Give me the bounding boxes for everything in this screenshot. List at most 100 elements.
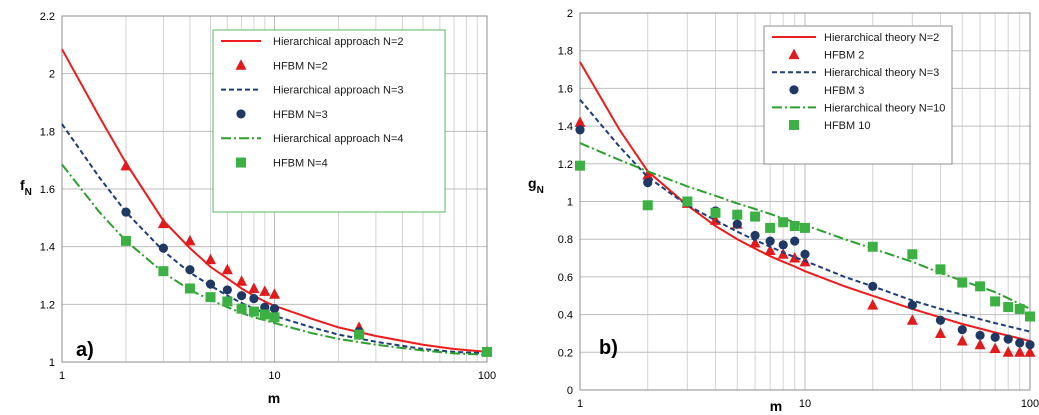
data-point [989,342,1001,354]
data-point [269,304,280,314]
x-tick-label: 100 [1021,398,1039,410]
data-point [907,300,917,310]
data-point [222,285,232,295]
data-point [575,160,585,171]
data-point [205,292,216,303]
data-point [1014,303,1025,314]
data-point [1003,302,1014,313]
data-point [732,219,742,229]
legend-entry: Hierarchical theory N=3 [824,67,939,79]
y-axis-label-subscript: N [25,187,32,198]
data-point [765,222,776,233]
data-point [975,330,985,340]
y-axis-label: gN [528,175,544,196]
legend-entry: HFBM 2 [824,50,864,62]
series-6 [120,235,492,357]
data-point [778,217,789,228]
legend-marker-swatch [789,85,799,95]
y-tick-label: 0.8 [558,234,573,246]
y-tick-label: 1.4 [40,242,55,254]
data-point [120,159,132,171]
data-point [354,329,365,340]
data-point [642,169,654,180]
data-point [1003,334,1013,344]
data-point [205,253,217,265]
legend-marker-swatch [789,119,799,130]
legend-entry: HFBM N=4 [273,158,328,170]
y-tick-label: 1.8 [558,46,573,58]
data-point [1015,338,1025,348]
data-point [935,264,946,275]
data-point [158,243,168,253]
data-point [221,263,233,275]
data-point [906,314,918,325]
legend-entry: HFBM N=3 [273,109,328,121]
data-point [990,332,1000,342]
y-tick-label: 0.6 [558,272,573,284]
legend: Hierarchical approach N=2 HFBM N=2 Hierarc… [212,29,446,213]
series-line [61,123,488,355]
y-tick-label: 1 [49,357,55,369]
data-point [120,235,131,246]
y-tick-label: 0.4 [558,310,573,322]
y-axis-label-main: f [20,177,25,193]
data-point [236,275,248,286]
plot-area [579,12,1031,391]
legend-marker-swatch [235,59,247,70]
y-axis-label-main: g [528,175,537,191]
data-point [732,209,743,220]
data-point [974,338,986,350]
data-point [574,116,586,127]
legend-entry: HFBM 10 [824,120,870,132]
series-5 [61,163,488,356]
data-point [764,244,776,256]
data-point [1025,340,1035,350]
data-point [975,281,986,292]
data-point [1024,346,1036,357]
data-point [765,236,775,246]
data-point [269,312,280,323]
data-point [248,282,260,293]
y-tick-label: 0 [567,385,573,397]
x-axis-label: m [770,398,782,414]
data-point [575,125,585,135]
x-axis-label: m [268,390,280,406]
data-point [185,265,195,275]
data-point [990,296,1001,307]
y-axis-label: fN [20,177,32,198]
data-point [482,346,492,357]
data-point [205,279,216,289]
y-tick-label: 2 [49,69,55,81]
legend-entry: HFBM N=2 [273,60,328,72]
data-point [800,222,810,233]
data-point [957,277,968,288]
data-point [1002,346,1014,357]
legend-entry: Hierarchical approach N=2 [273,36,404,48]
legend-box [763,25,953,165]
data-point [935,315,946,325]
legend-box [212,29,446,213]
series-line [579,142,1031,310]
series-6 [575,160,1035,322]
y-tick-label: 2.2 [40,11,55,23]
chart-panel-2: 00.20.40.60.811.21.41.61.821 10 100mgNb)Hi… [528,8,1039,414]
data-point [259,285,271,296]
x-tick-label: 1 [577,398,583,410]
data-point [236,291,247,301]
data-point [643,178,653,188]
y-tick-label: 1.6 [40,184,55,196]
data-point [158,266,169,277]
y-tick-label: 1.8 [40,126,55,138]
series-2 [574,116,1036,357]
legend: Hierarchical theory N=2 HFBM 2 Hierarchica… [763,25,953,165]
data-point [269,288,280,299]
data-point [184,234,196,246]
series-3 [61,123,488,355]
data-point [750,230,760,241]
data-point [867,241,878,252]
data-point [157,217,169,229]
data-point [868,281,878,291]
y-tick-label: 1 [567,197,573,209]
y-tick-label: 0.2 [558,347,573,359]
legend-entry: Hierarchical approach N=3 [273,85,404,97]
